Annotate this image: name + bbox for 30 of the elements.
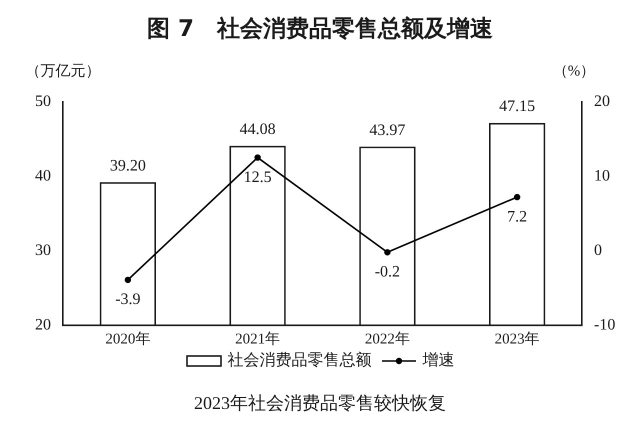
y-axis-title: （万亿元） [26, 64, 100, 80]
data-label: 7.2 [507, 208, 528, 226]
text: 2023年社会消费品零售较快恢复 [194, 392, 446, 413]
x-tick-label: 2020年 [105, 330, 150, 348]
data-label: -3.9 [115, 291, 141, 308]
y-tick-label: 50 [35, 92, 51, 110]
data-label: 44.08 [240, 120, 276, 138]
y2-axis-title: （%） [552, 64, 596, 80]
data-label: 47.15 [499, 98, 536, 116]
y2-tick-label: 10 [594, 167, 610, 184]
data-label: -0.2 [374, 263, 400, 280]
x-tick-label: 2021年 [235, 330, 280, 348]
x-tick-label: 2023年 [494, 330, 540, 348]
y2-tick-label: -10 [594, 316, 616, 334]
y-tick-label: 30 [35, 242, 51, 260]
data-label: 12.5 [244, 168, 272, 186]
point [124, 276, 132, 284]
chart-title: 图 7 社会消费品零售总额及增速 [146, 16, 494, 42]
data-label: 39.20 [110, 157, 146, 174]
point [384, 249, 391, 256]
legend-label: 社会消费品零售总额 [228, 351, 372, 372]
point [514, 194, 520, 200]
y-tick-label: 40 [35, 167, 51, 184]
point [254, 154, 261, 161]
y-tick-label: 20 [35, 316, 51, 334]
data-label: 43.97 [369, 122, 406, 139]
y2-tick-label: 20 [594, 92, 610, 110]
x-tick-label: 2022年 [364, 330, 410, 348]
legend-label: 增速 [422, 351, 454, 372]
y2-tick-label: 0 [594, 242, 602, 260]
